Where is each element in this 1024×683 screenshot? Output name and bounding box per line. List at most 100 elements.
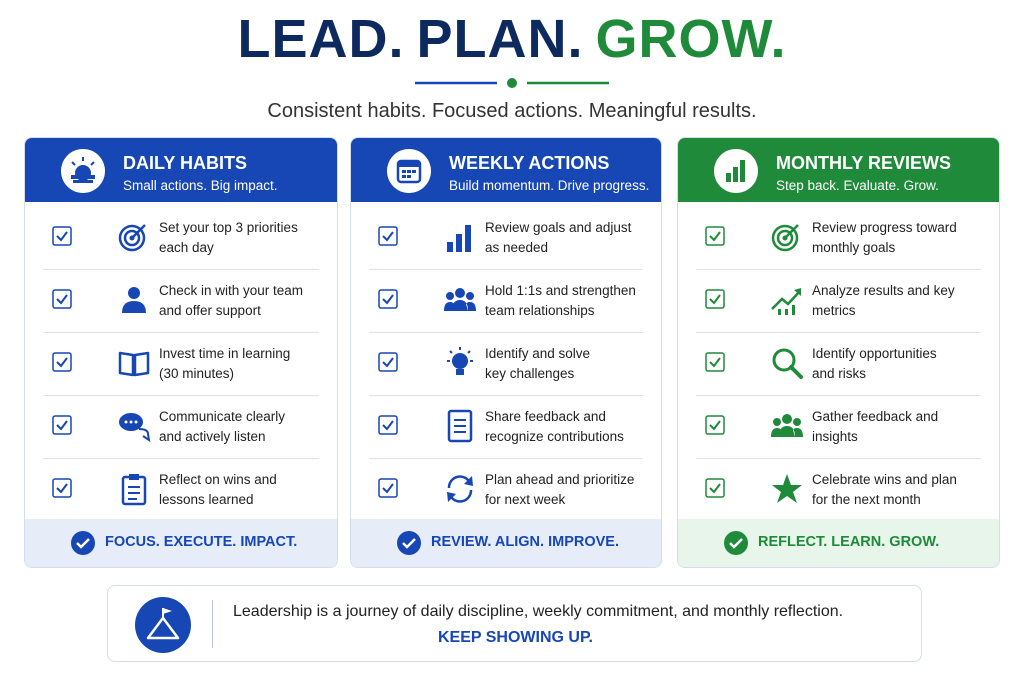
item-row: Communicate clearly and actively listen xyxy=(43,395,319,459)
item-text: Reflect on wins and lessons learned xyxy=(159,470,277,510)
item-line: insights xyxy=(812,429,858,444)
card: MONTHLY REVIEWS Step back. Evaluate. Grow… xyxy=(677,137,1000,568)
card-footer: REFLECT. LEARN. GROW. xyxy=(678,519,999,567)
checkbox xyxy=(52,226,72,246)
item-line: Analyze results and key xyxy=(812,283,955,298)
banner-callout: KEEP SHOWING UP. xyxy=(438,629,593,646)
banner-icon xyxy=(135,597,191,653)
item-text: Hold 1:1s and strengthen team relationshi… xyxy=(485,281,636,321)
title-word: LEAD. xyxy=(237,9,405,69)
footer-text: REFLECT. LEARN. GROW. xyxy=(758,534,940,550)
item-text: Share feedback and recognize contribution… xyxy=(485,407,624,447)
item-line: Celebrate wins and plan xyxy=(812,472,957,487)
item-line: Identify opportunities xyxy=(812,346,937,361)
item-line: for the next month xyxy=(812,492,921,507)
checkbox xyxy=(705,289,725,309)
item-line: each day xyxy=(159,240,214,255)
checkbox xyxy=(705,226,725,246)
item-text: Identify and solve key challenges xyxy=(485,344,590,384)
subtitle: Consistent habits. Focused actions. Mean… xyxy=(267,100,757,122)
item-line: Plan ahead and prioritize xyxy=(485,472,635,487)
item-line: key challenges xyxy=(485,366,575,381)
banner: Leadership is a journey of daily discipl… xyxy=(107,585,922,662)
item-icon xyxy=(447,409,473,443)
item-row: Review goals and adjust as needed xyxy=(369,206,643,270)
item-icon xyxy=(447,347,473,375)
footer-text: FOCUS. EXECUTE. IMPACT. xyxy=(105,534,298,550)
item-line: Set your top 3 priorities xyxy=(159,220,298,235)
item-row: Gather feedback and insights xyxy=(696,395,981,459)
checkbox xyxy=(52,478,72,498)
card-subtitle: Small actions. Big impact. xyxy=(123,178,278,193)
item-line: Invest time in learning xyxy=(159,346,291,361)
header-icon xyxy=(61,149,105,193)
item-line: Gather feedback and xyxy=(812,409,939,424)
card-footer: REVIEW. ALIGN. IMPROVE. xyxy=(351,519,661,567)
title: LEAD. PLAN. GROW. xyxy=(0,8,1024,70)
card-subtitle: Step back. Evaluate. Grow. xyxy=(776,178,939,193)
separator xyxy=(212,600,213,648)
item-line: Review goals and adjust xyxy=(485,220,632,235)
card-header: WEEKLY ACTIONS Build momentum. Drive prog… xyxy=(351,138,661,202)
item-icon xyxy=(122,287,146,313)
title-word: PLAN. xyxy=(416,9,584,69)
item-icon xyxy=(447,225,471,252)
title-word: GROW. xyxy=(595,9,787,69)
item-line: Reflect on wins and xyxy=(159,472,277,487)
footer-check xyxy=(724,531,748,555)
item-line: Identify and solve xyxy=(485,346,591,361)
item-text: Gather feedback and insights xyxy=(812,407,938,447)
item-icon xyxy=(772,474,802,503)
item-icon xyxy=(771,224,799,252)
item-line: Check in with your team xyxy=(159,283,304,298)
checkbox xyxy=(705,478,725,498)
item-row: Invest time in learning (30 minutes) xyxy=(43,332,319,396)
item-text: Review progress toward monthly goals xyxy=(812,218,957,258)
footer-check xyxy=(71,531,95,555)
checkbox xyxy=(52,289,72,309)
checkbox xyxy=(378,352,398,372)
header-icon xyxy=(714,149,758,193)
item-line: Share feedback and xyxy=(485,409,606,424)
item-text: Check in with your team and offer support xyxy=(159,281,303,321)
card-title: WEEKLY ACTIONS xyxy=(449,153,610,173)
item-line: metrics xyxy=(812,303,856,318)
item-icon xyxy=(444,288,476,311)
item-icon xyxy=(119,413,151,443)
item-row: Hold 1:1s and strengthen team relationshi… xyxy=(369,269,643,333)
banner-text: Leadership is a journey of daily discipl… xyxy=(233,603,844,620)
item-text: Set your top 3 priorities each day xyxy=(159,218,298,258)
checkbox xyxy=(378,478,398,498)
item-line: recognize contributions xyxy=(485,429,624,444)
item-line: lessons learned xyxy=(159,492,254,507)
item-line: team relationships xyxy=(485,303,595,318)
item-line: Communicate clearly xyxy=(159,409,286,424)
checkbox xyxy=(378,289,398,309)
item-icon xyxy=(118,224,146,252)
card-header: DAILY HABITS Small actions. Big impact. xyxy=(25,138,337,202)
item-line: and actively listen xyxy=(159,429,266,444)
checkbox xyxy=(52,415,72,435)
item-icon xyxy=(771,414,803,437)
item-icon xyxy=(121,474,147,506)
item-line: monthly goals xyxy=(812,240,896,255)
item-text: Identify opportunities and risks xyxy=(812,344,937,384)
divider xyxy=(415,78,609,88)
item-line: (30 minutes) xyxy=(159,366,235,381)
card-header: MONTHLY REVIEWS Step back. Evaluate. Grow… xyxy=(678,138,999,202)
item-icon xyxy=(771,288,801,315)
card-footer: FOCUS. EXECUTE. IMPACT. xyxy=(25,519,337,567)
item-row: Identify opportunities and risks xyxy=(696,332,981,396)
item-row: Share feedback and recognize contribution… xyxy=(369,395,643,459)
item-text: Celebrate wins and plan for the next mont… xyxy=(812,470,957,510)
checkbox xyxy=(705,415,725,435)
checkbox xyxy=(378,226,398,246)
item-text: Analyze results and key metrics xyxy=(812,281,955,321)
checkbox xyxy=(52,352,72,372)
card-title: DAILY HABITS xyxy=(123,153,248,173)
item-line: and offer support xyxy=(159,303,261,318)
item-row: Identify and solve key challenges xyxy=(369,332,643,396)
card-title: MONTHLY REVIEWS xyxy=(776,153,952,173)
item-icon xyxy=(772,348,803,379)
